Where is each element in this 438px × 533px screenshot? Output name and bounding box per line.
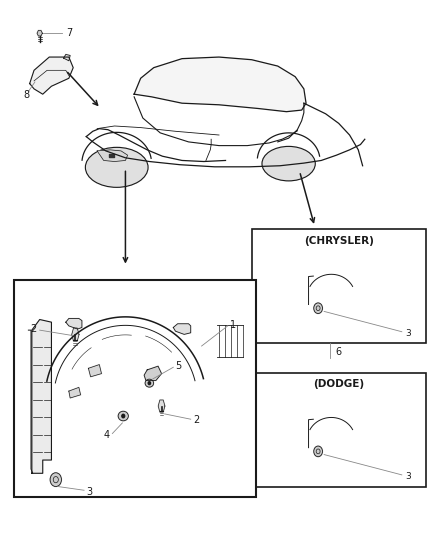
- Text: (CHRYSLER): (CHRYSLER): [304, 236, 374, 246]
- Text: 1: 1: [230, 320, 237, 330]
- Polygon shape: [37, 30, 42, 36]
- Circle shape: [122, 414, 125, 418]
- Text: 2: 2: [30, 324, 36, 334]
- Text: 3: 3: [87, 487, 93, 497]
- Polygon shape: [173, 324, 191, 334]
- Polygon shape: [32, 319, 51, 473]
- Text: 3: 3: [405, 329, 410, 338]
- Circle shape: [314, 303, 322, 313]
- Polygon shape: [69, 387, 81, 398]
- FancyBboxPatch shape: [252, 229, 426, 343]
- Ellipse shape: [85, 147, 148, 187]
- Polygon shape: [134, 57, 306, 112]
- Polygon shape: [158, 400, 165, 412]
- FancyBboxPatch shape: [252, 373, 426, 487]
- Polygon shape: [97, 150, 127, 161]
- Polygon shape: [30, 57, 73, 94]
- Ellipse shape: [262, 147, 315, 181]
- Circle shape: [148, 382, 151, 385]
- Polygon shape: [88, 365, 102, 377]
- Text: 4: 4: [103, 430, 110, 440]
- Text: (DODGE): (DODGE): [313, 379, 364, 389]
- Polygon shape: [64, 54, 70, 61]
- Text: 7: 7: [66, 28, 72, 38]
- Text: 2: 2: [193, 415, 199, 425]
- FancyBboxPatch shape: [14, 280, 256, 497]
- Text: 3: 3: [405, 472, 410, 481]
- Text: 8: 8: [24, 90, 30, 100]
- Polygon shape: [72, 328, 79, 341]
- Circle shape: [314, 446, 322, 457]
- Polygon shape: [66, 318, 82, 329]
- Text: 5: 5: [176, 361, 182, 371]
- Circle shape: [50, 473, 61, 487]
- Text: 6: 6: [335, 347, 341, 357]
- Polygon shape: [144, 366, 162, 381]
- Ellipse shape: [118, 411, 128, 421]
- Ellipse shape: [145, 379, 154, 387]
